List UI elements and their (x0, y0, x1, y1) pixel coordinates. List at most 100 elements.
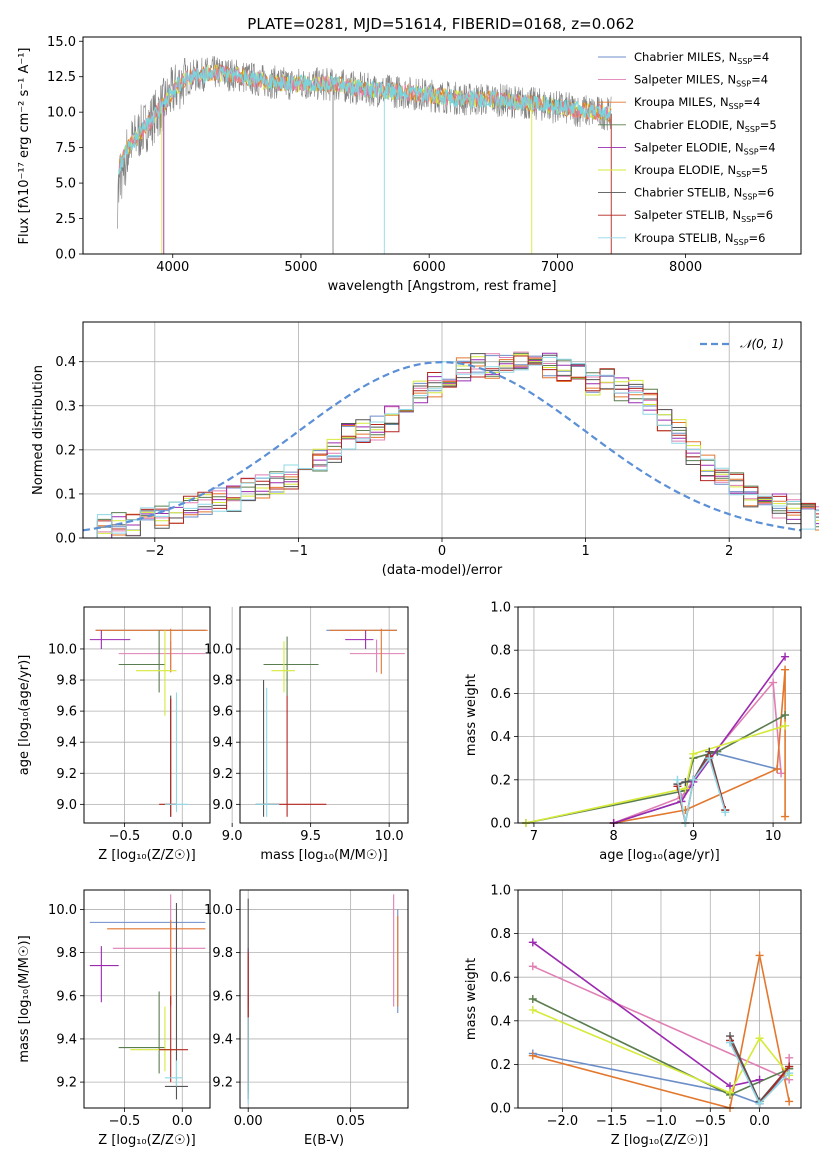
legend-entry: Kroupa MILES, NSSP=4 (634, 95, 760, 111)
x-tick-label: 10 (765, 829, 782, 844)
x-tick-label: 0.0 (172, 829, 193, 844)
x-axis-label: Z [log₁₀(Z/Z☉)] (98, 1133, 195, 1148)
mass-weight-point (785, 1053, 794, 1062)
normal-distribution-curve (82, 360, 802, 532)
mass-weight-series (525, 725, 786, 824)
legend-suffix: =6 (757, 186, 774, 200)
y-axis-label: mass weight (464, 958, 479, 1040)
plot-area (89, 894, 206, 1100)
x-tick-label: 0 (438, 544, 446, 559)
y-tick-label: 0.0 (55, 532, 76, 547)
mass-vs-metallicity-axes: −0.5 0.0 9.2 9.4 9.6 9.8 10.0 Z [log₁₀(Z/Z☉)] ma… (17, 889, 211, 1148)
plot-area (528, 938, 794, 1112)
y-tick-label: 10.0 (204, 642, 233, 657)
y-tick-label: 0.2 (55, 443, 76, 458)
y-tick-label: 9.2 (212, 767, 233, 782)
x-tick-label: 7000 (541, 260, 574, 275)
plot-area (89, 628, 208, 817)
legend-entry: 𝒩(0, 1) (740, 337, 784, 351)
mass-weight-series (613, 750, 778, 824)
axes-frame (239, 889, 409, 1109)
x-axis-label: E(B-V) (304, 1133, 344, 1148)
mass-weight-point (781, 812, 790, 821)
x-tick-label: 2 (725, 544, 733, 559)
mass-weight-point (681, 777, 690, 786)
y-tick-label: 5.0 (55, 177, 76, 192)
axes-frame (239, 606, 409, 824)
legend-subscript: SSP (744, 147, 759, 156)
x-tick-label: 0.00 (234, 1114, 263, 1129)
model-spectrum-line (118, 64, 612, 175)
mass-weight-point (689, 749, 698, 758)
y-tick-label: 0.8 (490, 927, 511, 942)
x-tick-label: 8000 (669, 260, 702, 275)
legend-entry: Kroupa ELODIE, NSSP=5 (634, 163, 768, 179)
x-axis-label: mass [log₁₀(M/M☉)] (260, 848, 387, 863)
mass-weight-point (528, 962, 537, 971)
legend-suffix: =4 (751, 73, 768, 87)
legend-subscript: SSP (736, 170, 751, 179)
y-tick-label: 10.0 (47, 106, 76, 121)
y-tick-label: 9.6 (212, 705, 233, 720)
legend-suffix: =4 (752, 50, 769, 64)
legend-subscript: SSP (745, 125, 760, 134)
y-tick-label: 2.5 (55, 212, 76, 227)
figure-title: PLATE=0281, MJD=51614, FIBERID=0168, z=0… (247, 15, 634, 33)
residual-histogram-step (83, 352, 819, 539)
y-tick-label: 0.0 (490, 817, 511, 832)
mass-weight-series (532, 1009, 790, 1094)
y-tick-label: 12.5 (47, 70, 76, 85)
legend-suffix: =4 (759, 140, 776, 154)
mass-weight-point (726, 1088, 735, 1097)
x-axis-label: age [log₁₀(age/yr)] (599, 848, 720, 863)
axes-frame (517, 606, 802, 824)
model-spectrum-line (118, 66, 612, 175)
legend-subscript: SSP (742, 193, 757, 202)
mass-weight-point (528, 938, 537, 947)
y-tick-label: 9.6 (212, 989, 233, 1004)
mass-weight-point (755, 951, 764, 960)
mass-weight-point (755, 1034, 764, 1043)
y-tick-label: 9.6 (56, 989, 77, 1004)
y-tick-label: 0.1 (55, 487, 76, 502)
legend-entry: Kroupa STELIB, NSSP=6 (634, 231, 765, 247)
y-axis-label: Normed distribution (31, 365, 46, 495)
y-tick-label: 0.2 (490, 1058, 511, 1073)
y-axis-label: mass weight (464, 674, 479, 756)
x-axis-label: (data-model)/error (382, 563, 503, 578)
x-tick-label: 4000 (156, 260, 189, 275)
x-tick-label: 9.0 (222, 829, 243, 844)
y-tick-label: 9.4 (212, 736, 233, 751)
legend-entry: Salpeter STELIB, NSSP=6 (634, 208, 773, 224)
residual-histogram-step (83, 356, 819, 539)
mass-weight-point (781, 652, 790, 661)
x-tick-label: 5000 (284, 260, 317, 275)
plot-area (255, 628, 405, 817)
residual-histogram-step (83, 352, 819, 539)
plot-area (82, 351, 819, 539)
weight-vs-metallicity-axes: −2.0 −1.5 −1.0 −0.5 0.0 0.0 0.2 0.4 0.6 0.8 1.0 Z [… (464, 884, 802, 1148)
x-tick-label: 10.0 (375, 829, 404, 844)
x-tick-label: −1 (289, 544, 308, 559)
legend-suffix: =5 (751, 163, 768, 177)
y-tick-label: 9.8 (212, 674, 233, 689)
x-tick-label: −0.5 (694, 1114, 726, 1129)
y-tick-label: 0.0 (55, 248, 76, 263)
legend-subscript: SSP (729, 102, 744, 111)
legend-entry: Salpeter ELODIE, NSSP=4 (634, 140, 776, 156)
mass-weight-point (781, 721, 790, 730)
axes-frame (517, 889, 802, 1109)
y-tick-label: 9.0 (56, 798, 77, 813)
legend-entry: Chabrier STELIB, NSSP=6 (634, 186, 774, 202)
mass-weight-point (777, 769, 786, 778)
x-tick-label: 0.0 (749, 1114, 770, 1129)
axes-frame (82, 36, 802, 255)
y-tick-label: 15.0 (47, 35, 76, 50)
mass-weight-point (781, 711, 790, 719)
mass-weight-point (785, 1097, 794, 1106)
y-tick-label: 0.2 (490, 773, 511, 788)
y-tick-label: 9.8 (212, 946, 233, 961)
plot-area (521, 652, 790, 827)
mass-weight-point (781, 665, 790, 674)
